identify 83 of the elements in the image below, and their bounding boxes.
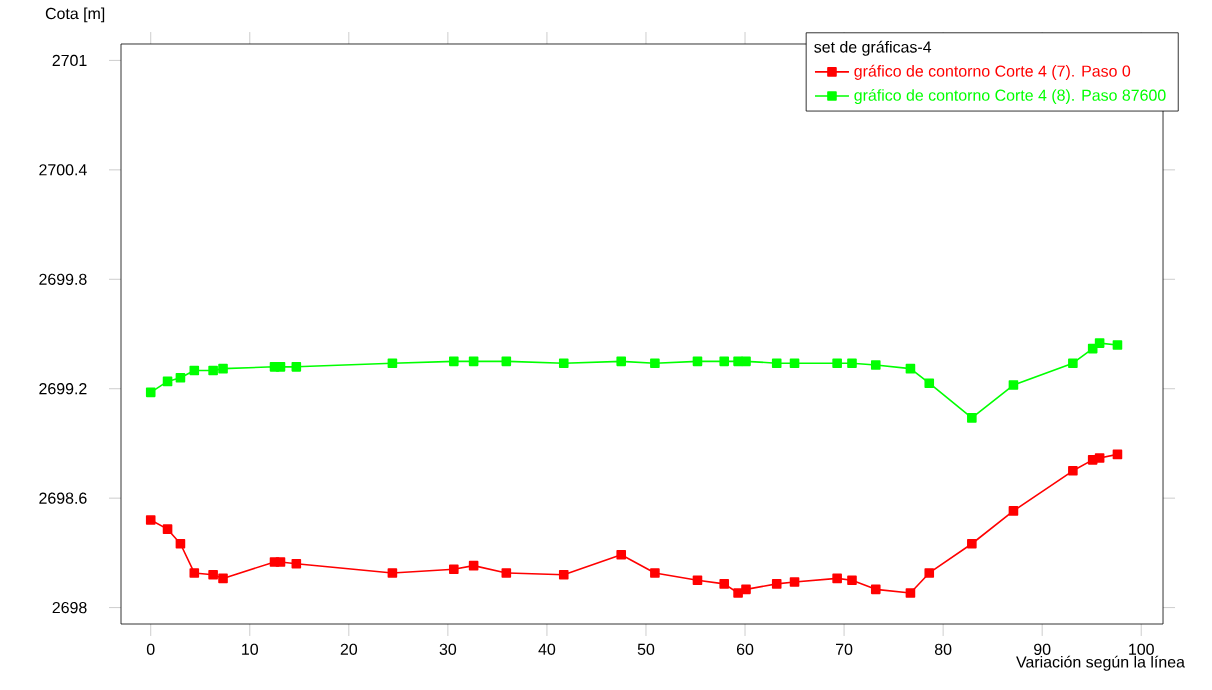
x-tick-label: 60 [736, 643, 754, 655]
point [162, 376, 173, 387]
point [1112, 449, 1123, 460]
point [468, 356, 479, 367]
point [162, 524, 173, 534]
point [1008, 506, 1019, 516]
point [1094, 338, 1105, 348]
point [387, 568, 398, 578]
x-tick-label: 70 [836, 643, 853, 655]
point [924, 378, 935, 389]
point [558, 569, 569, 580]
legend-label: gráfico de contorno Corte 4 (8). Paso 87600 [854, 88, 1166, 105]
point [387, 358, 398, 368]
point [692, 356, 703, 367]
point [1112, 340, 1123, 350]
point [189, 568, 200, 578]
point [501, 568, 512, 578]
point [1068, 358, 1078, 368]
point [733, 588, 743, 598]
y-axis-title: Cota [m] [45, 7, 105, 23]
point [905, 363, 916, 374]
x-axis-title: Variación según la línea [1016, 655, 1185, 671]
y-tick-label: 2699.8 [39, 273, 87, 285]
point [175, 538, 186, 549]
point [832, 573, 842, 584]
point [1068, 465, 1078, 476]
point [291, 559, 302, 569]
point [771, 579, 782, 589]
x-tick-label: 10 [242, 643, 259, 655]
x-tick-label: 40 [538, 643, 556, 655]
y-tick-label: 2700.4 [39, 164, 87, 176]
point [275, 557, 286, 567]
x-tick-label: 80 [934, 643, 952, 655]
point [175, 372, 186, 383]
point [1008, 380, 1019, 390]
point [741, 356, 751, 367]
point [189, 365, 200, 376]
point [870, 360, 881, 370]
point [967, 538, 977, 549]
x-tick-label: 100 [1129, 643, 1154, 655]
x-tick-label: 30 [439, 643, 457, 655]
point [275, 362, 286, 372]
point [218, 573, 228, 584]
point [692, 575, 703, 586]
x-tick-label: 0 [146, 643, 155, 655]
legend-title: set de gráficas-4 [814, 40, 932, 56]
point [218, 363, 228, 374]
point [719, 579, 730, 589]
point [847, 358, 857, 368]
point [558, 358, 569, 368]
y-tick-label: 2698.6 [39, 492, 87, 504]
x-tick-label: 20 [340, 643, 358, 655]
point [741, 584, 751, 595]
point [616, 356, 627, 367]
point [1094, 453, 1105, 463]
point [924, 568, 935, 578]
point [847, 575, 857, 586]
point [208, 569, 218, 580]
point [870, 584, 881, 595]
point [719, 356, 730, 367]
point [789, 577, 800, 587]
point [291, 362, 302, 372]
point [789, 358, 800, 368]
point [650, 358, 660, 368]
legend-label: gráfico de contorno Corte 4 (7). Paso 0 [854, 64, 1131, 80]
point [208, 365, 218, 376]
point [501, 356, 512, 367]
x-tick-label: 90 [1034, 643, 1051, 655]
point [449, 564, 459, 575]
point [832, 358, 842, 368]
y-tick-label: 2699.2 [39, 383, 87, 395]
point [468, 560, 479, 571]
point [145, 387, 156, 398]
point [145, 515, 156, 525]
point [449, 356, 459, 367]
point [650, 568, 660, 578]
y-tick-label: 2698 [52, 601, 87, 614]
point [967, 413, 977, 423]
point [905, 588, 916, 598]
y-tick-label: 2701 [52, 54, 87, 67]
point [616, 549, 627, 560]
x-tick-label: 50 [637, 643, 655, 655]
point [771, 358, 782, 368]
